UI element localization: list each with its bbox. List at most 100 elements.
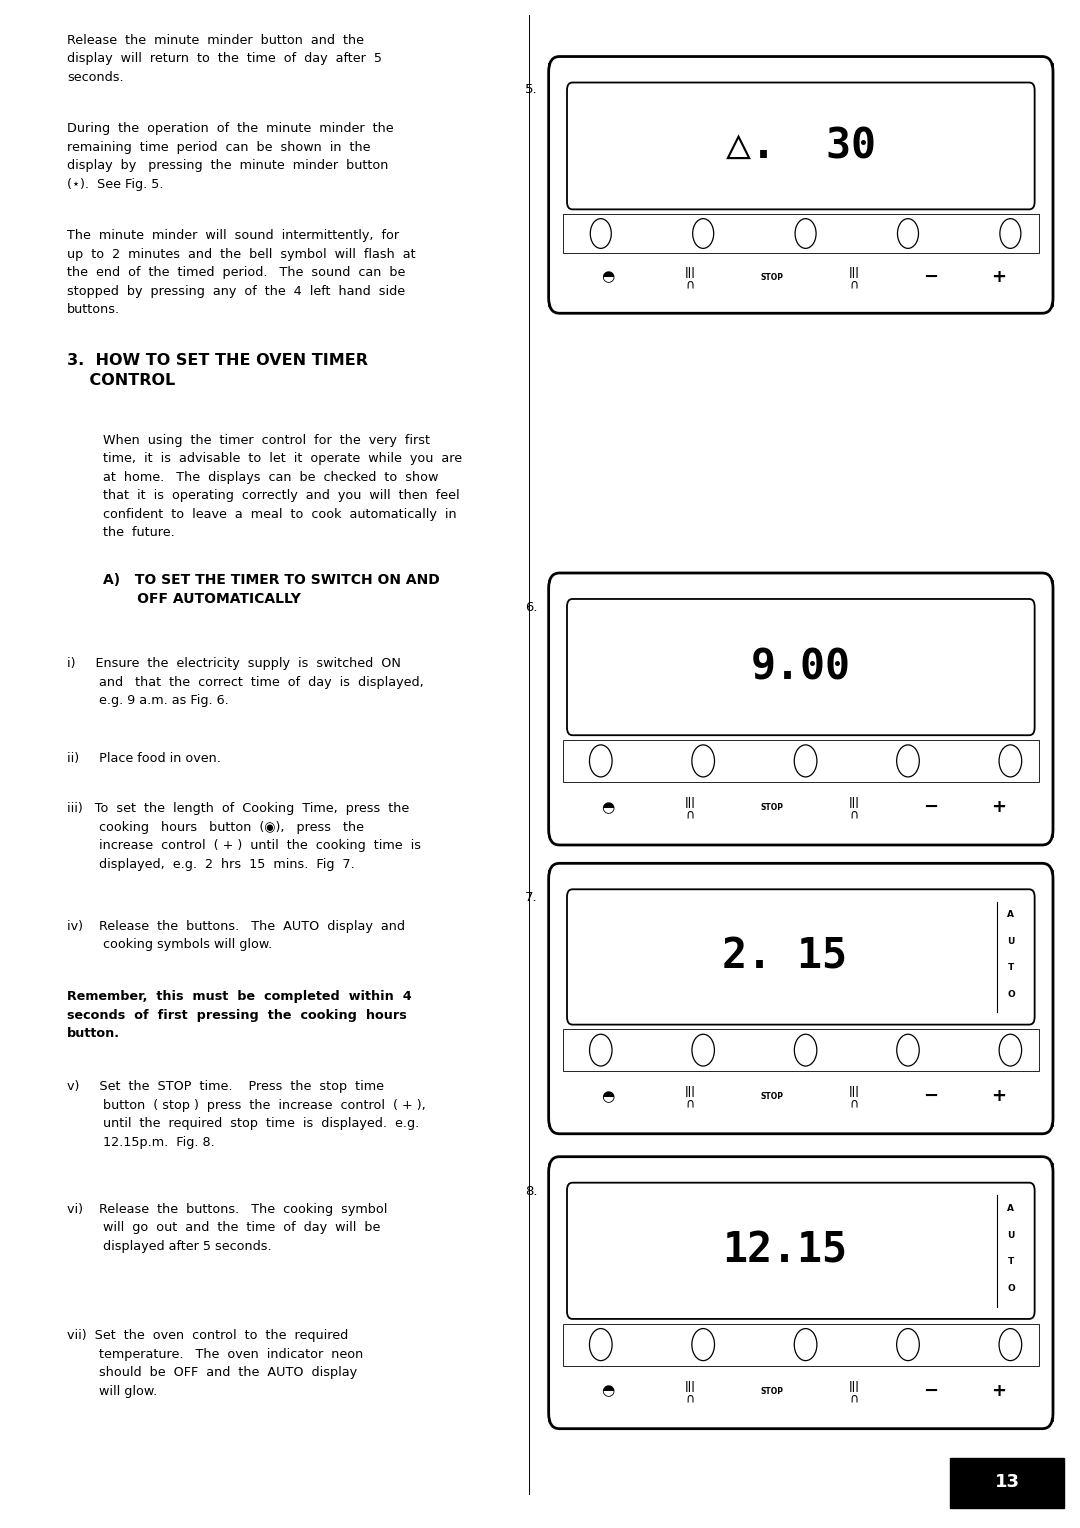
Circle shape	[794, 744, 816, 776]
Bar	[549, 64, 1053, 306]
Bar	[563, 740, 1039, 782]
Text: ∩: ∩	[685, 1392, 694, 1406]
Text: 8.: 8.	[525, 1184, 538, 1198]
Text: ◓: ◓	[602, 1089, 615, 1103]
Circle shape	[896, 744, 919, 776]
Text: ◓: ◓	[602, 1383, 615, 1398]
FancyBboxPatch shape	[549, 863, 1053, 1134]
Text: The  minute  minder  will  sound  intermittently,  for
up  to  2  minutes  and  : The minute minder will sound intermitten…	[67, 229, 416, 316]
Bar	[549, 1164, 1053, 1421]
Text: T: T	[1008, 1258, 1014, 1267]
Text: During  the  operation  of  the  minute  minder  the
remaining  time  period  ca: During the operation of the minute minde…	[67, 122, 393, 191]
Text: A)   TO SET THE TIMER TO SWITCH ON AND
       OFF AUTOMATICALLY: A) TO SET THE TIMER TO SWITCH ON AND OFF…	[103, 573, 440, 607]
Text: U: U	[1008, 1230, 1014, 1239]
Circle shape	[795, 219, 816, 249]
Text: STOP: STOP	[760, 802, 783, 811]
Bar	[563, 1030, 1039, 1071]
Circle shape	[1000, 219, 1021, 249]
Text: Remember,  this  must  be  completed  within  4
seconds  of  first  pressing  th: Remember, this must be completed within …	[67, 990, 411, 1041]
Text: T: T	[1008, 963, 1014, 972]
Text: When  using  the  timer  control  for  the  very  first
time,  it  is  advisable: When using the timer control for the ver…	[103, 434, 462, 539]
Text: |||: |||	[849, 798, 860, 808]
Bar	[563, 740, 1039, 782]
Bar	[563, 214, 1039, 254]
Text: +: +	[991, 267, 1007, 286]
Text: |||: |||	[849, 267, 860, 278]
Circle shape	[692, 744, 715, 776]
FancyBboxPatch shape	[549, 57, 1053, 313]
Text: 12.15: 12.15	[723, 1230, 847, 1271]
Circle shape	[590, 744, 612, 776]
Text: −: −	[923, 1381, 939, 1400]
Text: iii)   To  set  the  length  of  Cooking  Time,  press  the
        cooking   ho: iii) To set the length of Cooking Time, …	[67, 802, 421, 871]
Circle shape	[590, 1328, 612, 1360]
Text: STOP: STOP	[760, 1093, 783, 1100]
Text: v)     Set  the  STOP  time.    Press  the  stop  time
         button  ( stop ): v) Set the STOP time. Press the stop tim…	[67, 1080, 426, 1149]
Text: |||: |||	[685, 1086, 696, 1097]
FancyBboxPatch shape	[567, 83, 1035, 209]
Circle shape	[692, 219, 714, 249]
FancyBboxPatch shape	[549, 1157, 1053, 1429]
FancyBboxPatch shape	[567, 599, 1035, 735]
Text: ◓: ◓	[602, 269, 615, 284]
Text: |||: |||	[685, 1381, 696, 1392]
Text: ∩: ∩	[849, 1392, 859, 1406]
Circle shape	[896, 1034, 919, 1067]
Text: STOP: STOP	[760, 1386, 783, 1395]
Circle shape	[999, 744, 1022, 776]
Text: ∩: ∩	[685, 808, 694, 822]
Text: O: O	[1007, 1284, 1015, 1293]
Text: ∩: ∩	[849, 278, 859, 292]
Text: −: −	[923, 798, 939, 816]
Text: ∩: ∩	[849, 1097, 859, 1111]
Text: |||: |||	[849, 1381, 860, 1392]
Text: vii)  Set  the  oven  control  to  the  required
        temperature.   The  ove: vii) Set the oven control to the require…	[67, 1329, 363, 1398]
Text: |||: |||	[685, 267, 696, 278]
Circle shape	[897, 219, 918, 249]
Text: ∩: ∩	[685, 1097, 694, 1111]
Text: 9.00: 9.00	[751, 646, 851, 688]
Text: STOP: STOP	[760, 272, 783, 281]
Text: 13: 13	[995, 1473, 1021, 1491]
Text: |||: |||	[685, 798, 696, 808]
Text: −: −	[923, 267, 939, 286]
Circle shape	[794, 1034, 816, 1067]
Text: iv)    Release  the  buttons.   The  AUTO  display  and
         cooking symbols: iv) Release the buttons. The AUTO displa…	[67, 920, 405, 952]
Text: ∩: ∩	[685, 278, 694, 292]
Text: ◓: ◓	[602, 799, 615, 814]
Circle shape	[896, 1328, 919, 1360]
Text: A: A	[1008, 911, 1014, 920]
Text: +: +	[991, 1088, 1007, 1105]
Text: 2. 15: 2. 15	[723, 937, 847, 978]
Circle shape	[999, 1034, 1022, 1067]
Text: ii)     Place food in oven.: ii) Place food in oven.	[67, 752, 220, 766]
Text: ∩: ∩	[849, 808, 859, 822]
Text: △.  30: △. 30	[726, 125, 876, 167]
FancyBboxPatch shape	[549, 573, 1053, 845]
Bar	[563, 1030, 1039, 1071]
Text: A: A	[1008, 1204, 1014, 1213]
Text: +: +	[991, 1381, 1007, 1400]
Circle shape	[999, 1328, 1022, 1360]
Bar	[563, 1323, 1039, 1366]
Text: i)     Ensure  the  electricity  supply  is  switched  ON
        and   that  th: i) Ensure the electricity supply is swit…	[67, 657, 423, 707]
Text: −: −	[923, 1088, 939, 1105]
Bar	[563, 214, 1039, 254]
Text: O: O	[1007, 990, 1015, 999]
Text: 7.: 7.	[525, 891, 538, 905]
Circle shape	[590, 1034, 612, 1067]
Text: 6.: 6.	[525, 601, 538, 614]
Text: |||: |||	[849, 1086, 860, 1097]
Bar	[549, 581, 1053, 837]
Circle shape	[692, 1034, 715, 1067]
Circle shape	[794, 1328, 816, 1360]
Text: Release  the  minute  minder  button  and  the
display  will  return  to  the  t: Release the minute minder button and the…	[67, 34, 382, 84]
Text: 3.  HOW TO SET THE OVEN TIMER
    CONTROL: 3. HOW TO SET THE OVEN TIMER CONTROL	[67, 353, 368, 388]
Text: U: U	[1008, 937, 1014, 946]
FancyBboxPatch shape	[567, 1183, 1035, 1319]
Text: vi)    Release  the  buttons.   The  cooking  symbol
         will  go  out  and: vi) Release the buttons. The cooking sym…	[67, 1203, 388, 1253]
Text: +: +	[991, 798, 1007, 816]
Bar	[563, 1323, 1039, 1366]
FancyBboxPatch shape	[567, 889, 1035, 1025]
Text: 5.: 5.	[525, 84, 538, 96]
